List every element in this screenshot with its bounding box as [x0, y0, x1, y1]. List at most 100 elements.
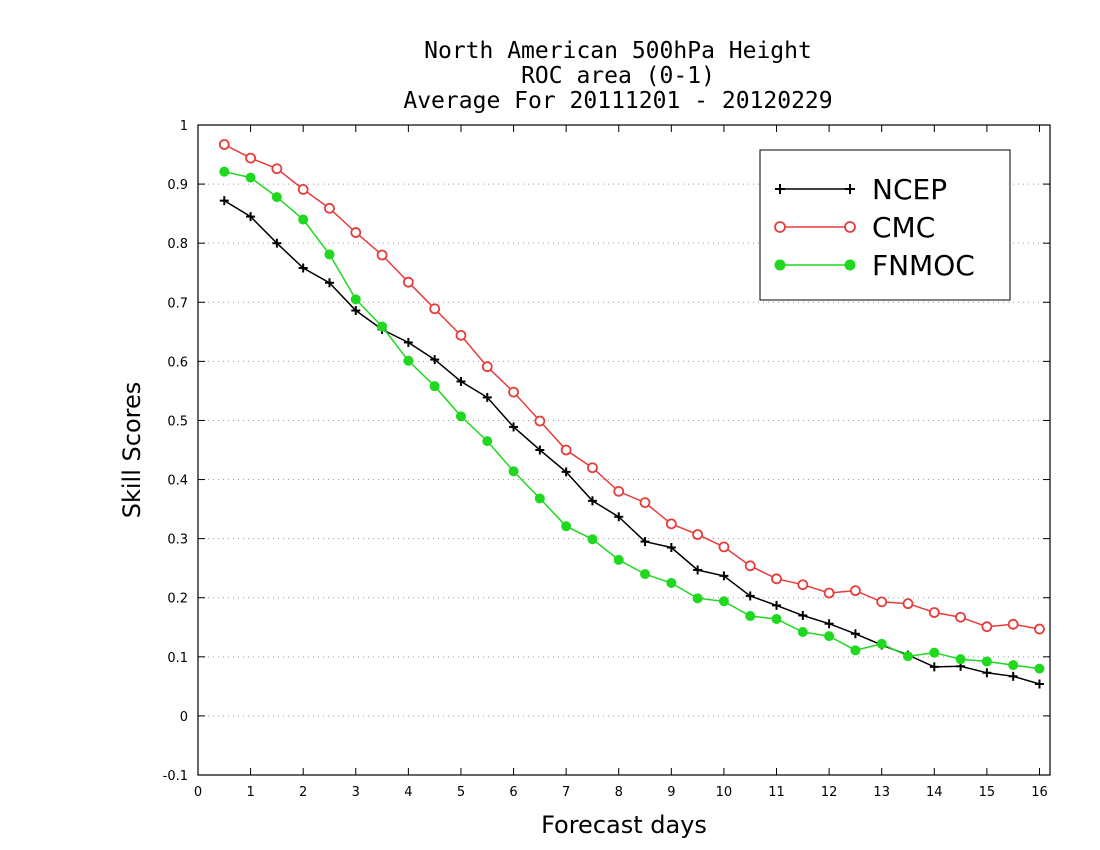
legend-item-ncep: NCEP — [775, 173, 947, 206]
data-point-fnmoc — [692, 593, 703, 604]
data-point-fnmoc — [640, 569, 651, 580]
data-point-ncep — [982, 668, 992, 678]
x-tick-label: 1 — [246, 785, 254, 800]
data-point-cmc — [613, 485, 625, 497]
data-point-cmc — [797, 579, 809, 591]
data-point-cmc — [1007, 618, 1019, 630]
legend-marker — [774, 221, 786, 233]
data-point-ncep — [351, 306, 361, 316]
data-point-ncep — [324, 278, 334, 288]
data-point-cmc — [376, 249, 388, 261]
data-point-fnmoc — [561, 521, 572, 532]
x-tick-label: 0 — [194, 785, 202, 800]
data-point-cmc — [271, 163, 283, 175]
data-point-ncep — [640, 537, 650, 547]
data-point-cmc — [218, 139, 230, 150]
data-point-fnmoc — [403, 355, 414, 366]
y-axis-label: Skill Scores — [118, 382, 146, 519]
data-point-fnmoc — [508, 466, 519, 477]
x-tick-label: 4 — [404, 785, 412, 800]
data-point-cmc — [876, 596, 888, 608]
data-point-fnmoc — [245, 172, 256, 183]
legend: NCEP CMC FNMOC — [759, 149, 1011, 301]
x-tick-label: 13 — [873, 785, 890, 800]
data-point-fnmoc — [613, 554, 624, 565]
data-point-ncep — [509, 422, 519, 432]
data-point-cmc — [692, 529, 704, 540]
data-point-cmc — [744, 560, 756, 572]
data-point-cmc — [928, 607, 940, 618]
legend-label: NCEP — [872, 173, 947, 206]
x-tick-label: 3 — [352, 785, 360, 800]
x-tick-label: 14 — [926, 785, 943, 800]
data-point-ncep — [666, 543, 676, 552]
data-point-ncep — [929, 662, 939, 672]
data-point-ncep — [246, 212, 256, 222]
legend-marker — [844, 259, 856, 271]
data-point-fnmoc — [482, 436, 493, 447]
data-point-ncep — [614, 512, 624, 522]
legend-box — [759, 149, 1011, 301]
data-point-cmc — [850, 585, 861, 597]
data-point-fnmoc — [455, 411, 466, 422]
data-point-fnmoc — [324, 249, 335, 260]
legend-label: CMC — [872, 211, 935, 244]
data-point-fnmoc — [850, 645, 861, 656]
data-point-fnmoc — [1034, 663, 1045, 674]
data-point-cmc — [560, 444, 572, 456]
y-tick-label: 0.8 — [167, 237, 188, 252]
chart-title: North American 500hPa Height ROC area (0… — [403, 38, 832, 114]
data-point-fnmoc — [271, 192, 282, 203]
data-point-ncep — [298, 263, 308, 273]
x-tick-label: 10 — [716, 785, 733, 800]
data-point-cmc — [350, 227, 362, 238]
data-point-ncep — [824, 619, 834, 629]
data-point-cmc — [481, 361, 493, 373]
data-point-ncep — [219, 196, 229, 206]
data-point-ncep — [403, 337, 413, 347]
x-tick-label: 16 — [1031, 785, 1048, 800]
data-point-cmc — [429, 303, 441, 315]
y-tick-label: 0.1 — [167, 651, 188, 666]
data-point-fnmoc — [587, 534, 598, 545]
data-point-cmc — [455, 329, 467, 341]
data-point-cmc — [981, 621, 993, 633]
data-point-cmc — [823, 587, 835, 599]
data-point-fnmoc — [534, 493, 545, 504]
y-tick-label: -0.1 — [163, 769, 188, 784]
data-point-ncep — [719, 571, 729, 581]
data-point-ncep — [272, 238, 282, 248]
data-point-ncep — [587, 496, 597, 506]
legend-item-fnmoc: FNMOC — [774, 249, 975, 282]
data-point-fnmoc — [955, 654, 966, 665]
data-point-ncep — [798, 610, 808, 620]
data-point-cmc — [902, 598, 914, 610]
legend-marker — [844, 221, 856, 233]
data-point-fnmoc — [824, 631, 835, 642]
data-point-fnmoc — [981, 656, 992, 667]
x-tick-label: 8 — [615, 785, 623, 800]
data-point-cmc — [297, 184, 309, 195]
data-point-fnmoc — [771, 614, 782, 624]
data-point-cmc — [402, 276, 414, 288]
data-point-fnmoc — [429, 381, 440, 392]
data-point-cmc — [508, 386, 519, 398]
data-point-cmc — [718, 541, 730, 553]
data-point-fnmoc — [219, 166, 230, 177]
x-tick-label: 12 — [821, 785, 838, 800]
data-point-fnmoc — [377, 321, 388, 332]
y-tick-label: 0.5 — [167, 414, 188, 429]
legend-label: FNMOC — [872, 249, 975, 282]
data-point-ncep — [430, 355, 440, 365]
axis-ticks: -0.100.10.20.30.40.50.60.70.80.910 1 2 3 4 5 6… — [163, 119, 1050, 800]
data-point-ncep — [850, 629, 860, 639]
data-point-ncep — [693, 565, 703, 575]
data-point-ncep — [535, 445, 545, 455]
series-fnmoc — [219, 166, 1045, 674]
legend-item-cmc: CMC — [774, 211, 935, 244]
data-point-ncep — [1008, 671, 1018, 681]
y-tick-label: 0.3 — [167, 533, 188, 548]
data-point-ncep — [745, 591, 755, 601]
data-point-cmc — [1034, 623, 1045, 635]
y-tick-label: 0.6 — [167, 355, 188, 370]
